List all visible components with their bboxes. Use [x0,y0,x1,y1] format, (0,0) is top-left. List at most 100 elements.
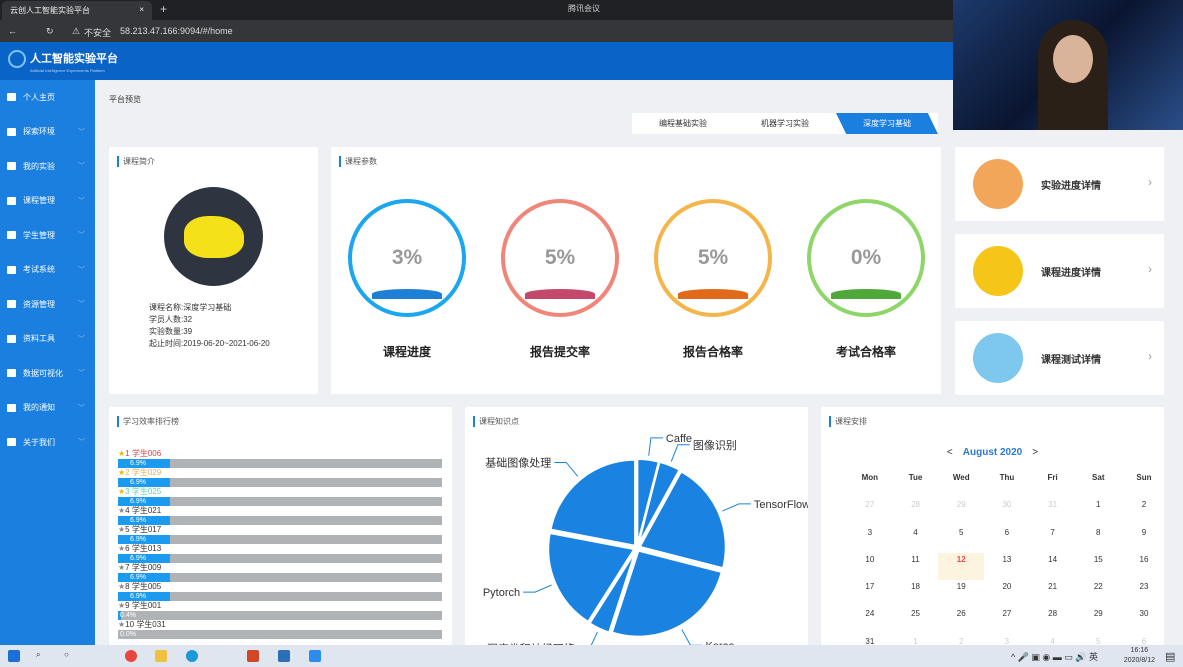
detail-link[interactable]: 实验进度详情 › [955,147,1164,221]
calendar-day[interactable]: 16 [1139,554,1149,564]
calendar-day[interactable]: 4 [1050,636,1055,645]
clock[interactable]: 16:16 2020/8/12 [1123,647,1155,664]
calendar-day[interactable]: 30 [1002,500,1012,510]
calendar-day[interactable]: 5 [1096,636,1101,645]
system-tray[interactable]: ^ 🎤 ▣ ◉ ▬ ▭ 🔊 英 [1010,652,1098,662]
sidebar-item-label: 个人主页 [23,92,55,102]
calendar-day[interactable]: 15 [1093,554,1103,564]
security-label: 不安全 [84,28,112,38]
chrome-icon[interactable] [125,650,137,662]
calendar-day[interactable]: 6 [1004,527,1010,537]
calendar-day[interactable]: 23 [1139,582,1149,592]
address-bar[interactable]: ← ↻ ⚠ 不安全 58.213.47.166:9094/#/home [0,20,1183,42]
close-tab-icon[interactable]: × [139,5,144,14]
calendar-day[interactable]: 3 [1004,636,1010,645]
calendar-day[interactable]: 14 [1048,554,1058,564]
calendar-day[interactable]: 19 [956,582,966,592]
ime-indicator[interactable]: 英 [1088,652,1098,662]
calendar-day[interactable]: 28 [1048,609,1058,619]
sidebar-item[interactable]: 关于我们 ﹀ [0,425,95,460]
url-text[interactable]: 58.213.47.166:9094/#/home [120,26,233,36]
calendar-day[interactable]: 8 [1096,527,1101,537]
progress-ring: 5% [654,199,772,317]
calendar-day[interactable]: 25 [911,609,920,619]
progress-bar: 6.9% [118,592,442,601]
calendar-day[interactable]: 29 [1093,609,1103,619]
calendar-day[interactable]: 22 [1093,582,1103,592]
powerpoint-icon[interactable] [247,650,259,662]
meeting-app-icon[interactable] [309,650,321,662]
browser-tab[interactable]: 云创人工智能实验平台 × [2,1,152,20]
sidebar-item[interactable]: 我的实验 ﹀ [0,149,95,184]
calendar-day[interactable]: 13 [1002,554,1012,564]
chevron-down-icon: ﹀ [78,404,85,412]
cortana-icon[interactable]: ○ [64,650,69,659]
next-month-button[interactable]: > [1032,447,1039,458]
calendar-day[interactable]: 29 [956,500,966,510]
calendar-day[interactable]: 10 [865,554,875,564]
pie-slice[interactable] [549,458,637,547]
star-icon: ★ [118,601,126,610]
photos-icon[interactable] [278,650,290,662]
sidebar-item[interactable]: 数据可视化 ﹀ [0,356,95,391]
wave-fill [678,289,748,299]
reload-icon[interactable]: ↻ [46,26,54,36]
calendar-day[interactable]: 4 [913,527,918,537]
sidebar-item[interactable]: 资源管理 ﹀ [0,287,95,322]
pie-slice[interactable] [588,550,637,634]
sidebar-item[interactable]: 个人主页 [0,80,95,115]
pie-slice[interactable] [638,470,727,570]
progress-bar: 0.0% [118,630,442,639]
bullhorn-icon [7,403,16,412]
notification-icon[interactable]: ▤ [1165,651,1176,663]
calendar-day[interactable]: 21 [1048,582,1058,592]
calendar-day[interactable]: 20 [1002,582,1012,592]
calendar-day[interactable]: 9 [1141,527,1147,537]
calendar-day[interactable]: 6 [1141,636,1147,645]
calendar-day[interactable]: 24 [865,609,875,619]
calendar-day[interactable]: 12 [938,552,985,581]
course-tab[interactable]: 机器学习实验 [761,119,809,128]
calendar-day[interactable]: 3 [867,527,873,537]
course-tab[interactable]: 编程基础实验 [659,119,707,128]
detail-link[interactable]: 课程进度详情 › [955,234,1164,308]
pie-slice[interactable] [610,549,723,638]
calendar-day[interactable]: 2 [958,636,964,645]
search-icon[interactable]: ⌕ [36,650,41,659]
calendar-day[interactable]: 26 [956,609,966,619]
sidebar-item[interactable]: 资料工具 ﹀ [0,322,95,357]
back-icon[interactable]: ← [8,26,17,36]
calendar-day[interactable]: 1 [913,636,918,645]
start-icon[interactable] [8,650,20,662]
calendar-day[interactable]: 27 [865,500,875,510]
pie-slice[interactable] [637,460,681,546]
sidebar-item[interactable]: 我的通知 ﹀ [0,391,95,426]
course-tab[interactable]: 深度学习基础 [836,113,938,134]
new-tab-button[interactable]: + [160,2,168,16]
edge-icon[interactable] [186,650,198,662]
sidebar-item[interactable]: 学生管理 ﹀ [0,218,95,253]
calendar-day[interactable]: 31 [1048,500,1058,510]
calendar-card: 课程安排 < August 2020 > Mon Tue Wed Thu Fri Sat Sun… [821,407,1164,645]
calendar-day[interactable]: 30 [1139,609,1149,619]
sidebar-item[interactable]: 探索环境 ﹀ [0,115,95,150]
calendar-day[interactable]: 1 [1096,500,1101,510]
calendar-day[interactable]: 5 [958,527,964,537]
calendar-day[interactable]: 18 [911,582,920,592]
calendar-day[interactable]: 2 [1141,500,1147,510]
sidebar-item[interactable]: 课程管理 ﹀ [0,184,95,219]
calendar-day[interactable]: 17 [865,582,875,592]
calendar-day[interactable]: 11 [911,554,920,564]
pie-slice[interactable] [547,531,636,624]
explorer-icon[interactable] [155,650,167,662]
ranking-item: ★8 学生005 6.9% [118,582,442,601]
pie-label: Caffe [666,433,692,445]
weekday-header: Mon [861,473,879,482]
detail-link[interactable]: 课程测试详情 › [955,321,1164,395]
calendar-day[interactable]: 7 [1050,527,1055,537]
prev-month-button[interactable]: < [946,447,953,458]
calendar-day[interactable]: 27 [1002,609,1012,619]
calendar-day[interactable]: 31 [865,636,875,645]
calendar-day[interactable]: 28 [911,500,920,510]
sidebar-item[interactable]: 考试系统 ﹀ [0,253,95,288]
